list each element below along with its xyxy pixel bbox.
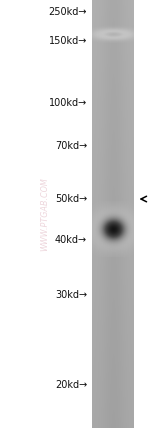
Text: 100kd→: 100kd→ — [49, 98, 87, 108]
Text: 70kd→: 70kd→ — [55, 140, 87, 151]
Text: WWW.PTGAB.COM: WWW.PTGAB.COM — [40, 177, 50, 251]
Text: 20kd→: 20kd→ — [55, 380, 87, 390]
Text: 250kd→: 250kd→ — [48, 7, 87, 17]
Text: 50kd→: 50kd→ — [55, 194, 87, 204]
Text: 150kd→: 150kd→ — [49, 36, 87, 46]
Text: 40kd→: 40kd→ — [55, 235, 87, 245]
Text: 30kd→: 30kd→ — [55, 290, 87, 300]
